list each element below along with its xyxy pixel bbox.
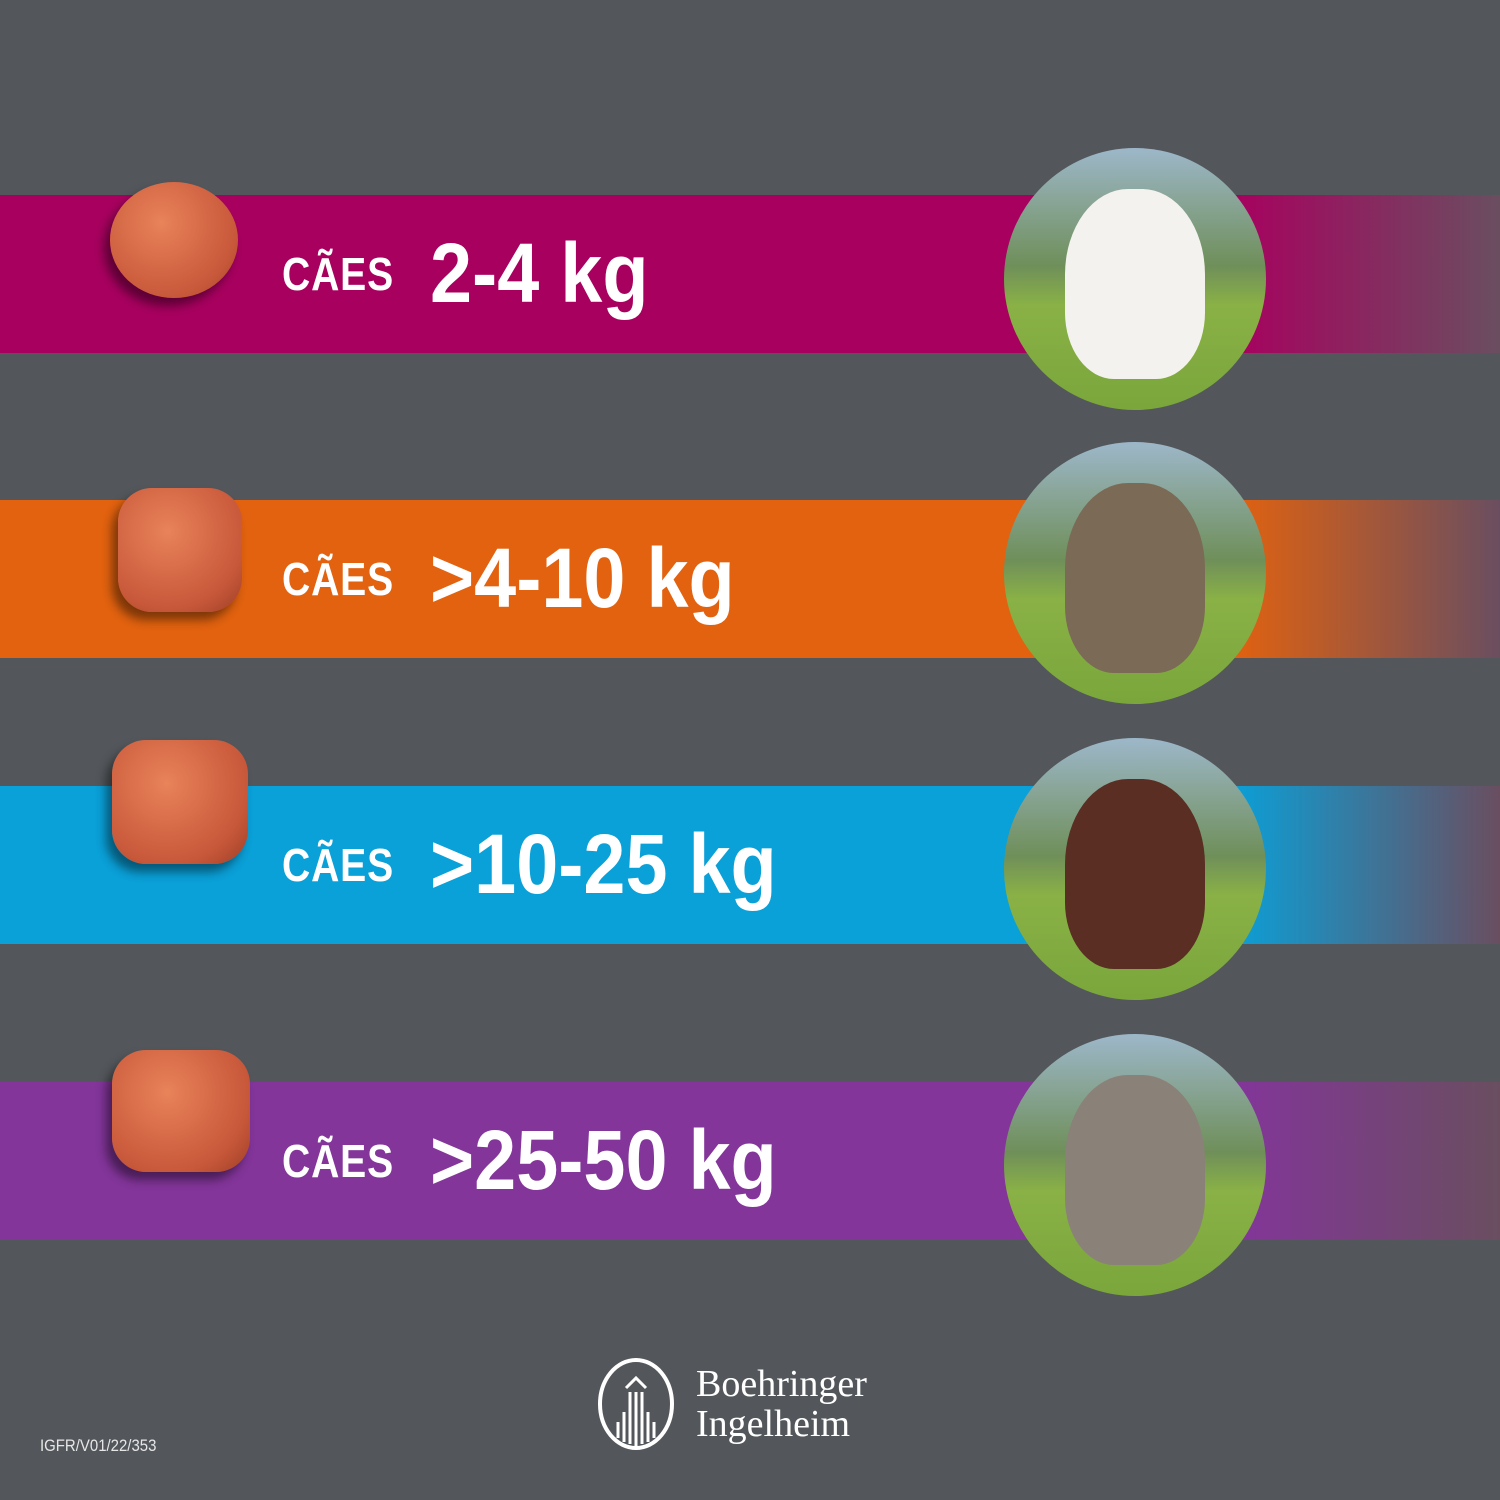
- species-label: CÃES: [282, 839, 395, 891]
- dog-photo: [1004, 738, 1266, 1000]
- reference-code: IGFR/V01/22/353: [40, 1436, 157, 1455]
- chewable-tablet-image: [112, 1050, 250, 1172]
- dog-photo: [1004, 148, 1266, 410]
- species-label: CÃES: [282, 248, 395, 300]
- dog-photo: [1004, 442, 1266, 704]
- species-label: CÃES: [282, 1135, 395, 1187]
- weight-range: >10-25 kg: [430, 817, 777, 911]
- chewable-tablet-image: [118, 488, 242, 612]
- dog-figure: [1065, 779, 1205, 970]
- chewable-tablet-image: [112, 740, 248, 864]
- logo-emblem-icon: [598, 1358, 674, 1450]
- weight-range: >25-50 kg: [430, 1113, 777, 1207]
- weight-range: 2-4 kg: [430, 226, 649, 320]
- chewable-tablet-image: [110, 182, 238, 298]
- species-label: CÃES: [282, 553, 395, 605]
- dog-figure: [1065, 483, 1205, 674]
- dog-figure: [1065, 1075, 1205, 1266]
- boehringer-ingelheim-logo: Boehringer Ingelheim: [588, 1356, 867, 1452]
- logo-line1: Boehringer: [696, 1363, 867, 1405]
- logo-line2: Ingelheim: [696, 1403, 851, 1445]
- dog-figure: [1065, 189, 1205, 380]
- weight-range: >4-10 kg: [430, 531, 735, 625]
- dog-photo: [1004, 1034, 1266, 1296]
